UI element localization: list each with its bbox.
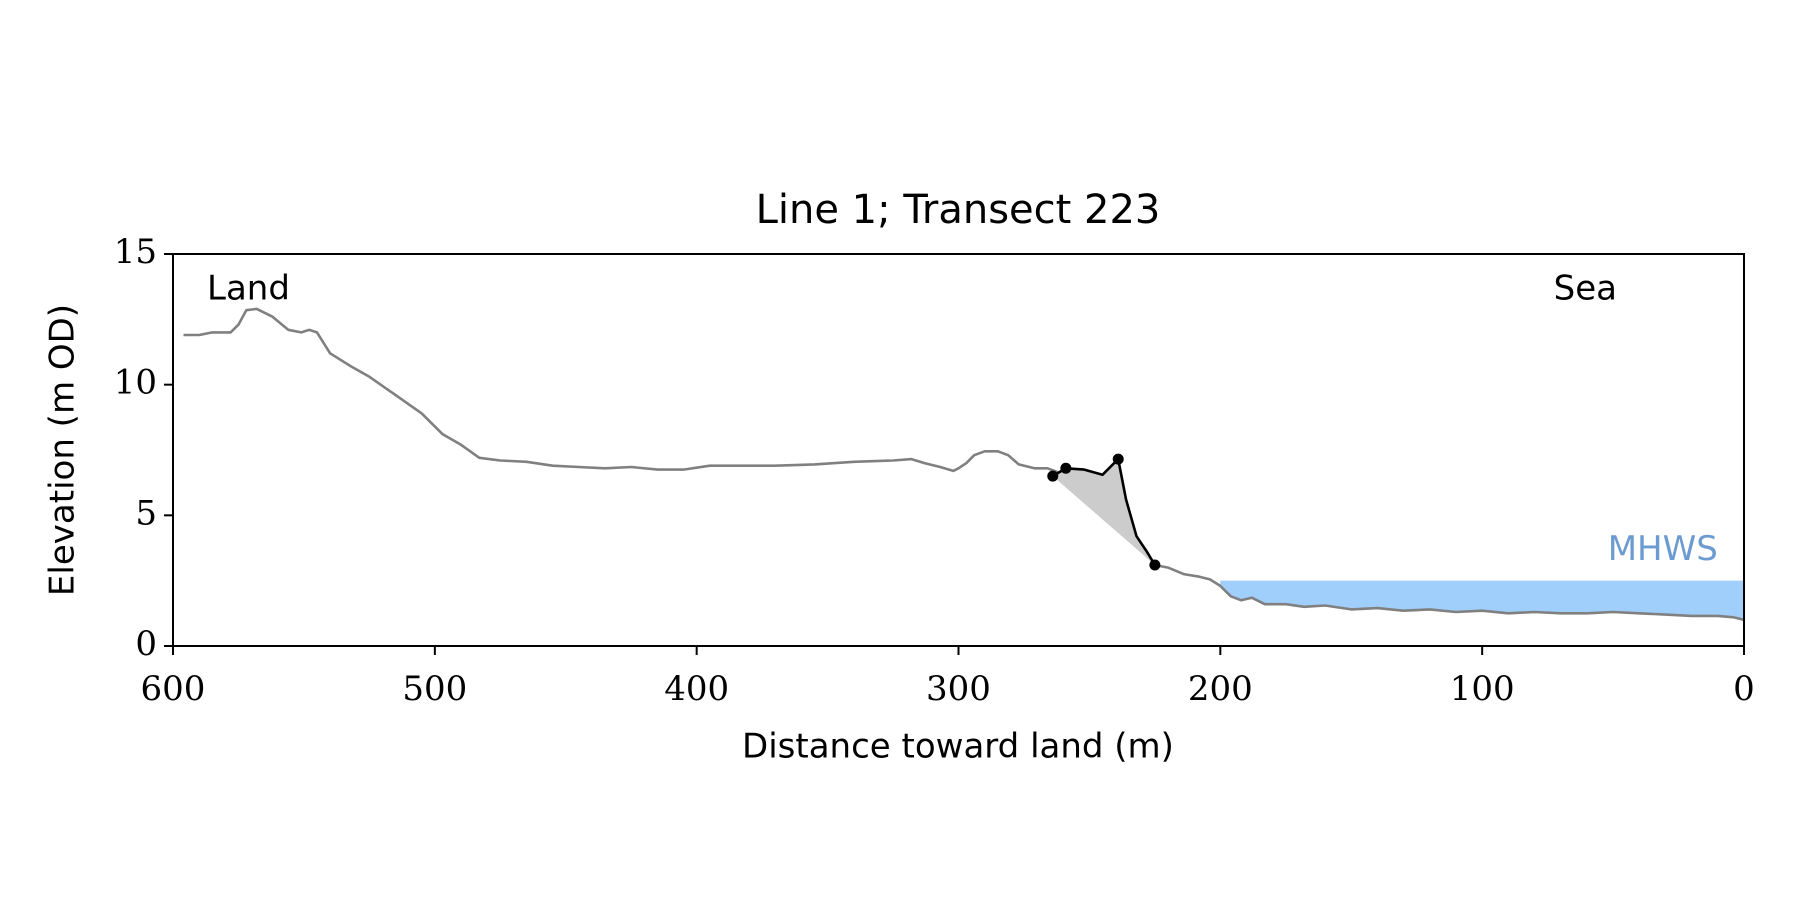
- y-tick-label: 15: [114, 232, 157, 272]
- profile-line: [183, 307, 1745, 622]
- x-tick-label: 300: [926, 669, 991, 709]
- land-label: Land: [207, 269, 290, 309]
- x-tick-label: 100: [1450, 669, 1515, 709]
- cliff-point: [1149, 559, 1161, 571]
- x-tick-label: 0: [1733, 669, 1755, 709]
- sea-label: Sea: [1554, 269, 1617, 309]
- mhws-area: [1220, 580, 1744, 620]
- y-tick-label: 0: [135, 624, 157, 664]
- cliff-point: [1112, 453, 1124, 465]
- y-tick-label: 5: [135, 493, 157, 533]
- x-tick-label: 500: [402, 669, 467, 709]
- y-axis-label: Elevation (m OD): [43, 304, 83, 596]
- x-tick-label: 600: [141, 669, 206, 709]
- cliff-area: [1052, 459, 1155, 565]
- x-tick-label: 400: [664, 669, 729, 709]
- cliff-point: [1060, 462, 1072, 474]
- chart-title: Line 1; Transect 223: [756, 187, 1161, 233]
- x-axis-label: Distance toward land (m): [742, 727, 1174, 767]
- mhws-label: MHWS: [1608, 529, 1718, 569]
- x-tick-label: 200: [1188, 669, 1253, 709]
- cliff-point: [1047, 470, 1059, 482]
- y-tick-label: 10: [114, 363, 157, 403]
